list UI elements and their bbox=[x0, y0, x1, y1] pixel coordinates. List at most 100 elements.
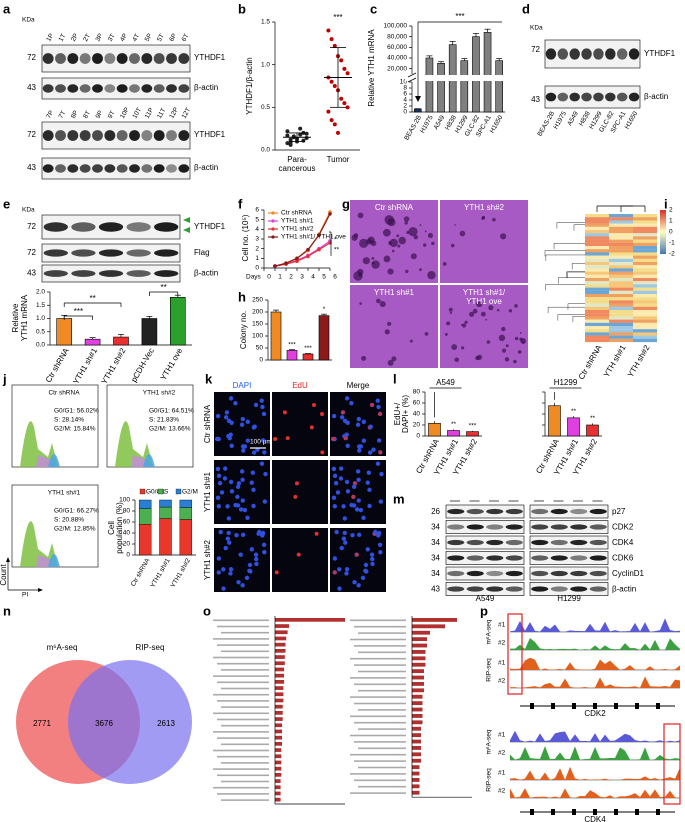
nucleus bbox=[240, 498, 245, 503]
marker: 72 bbox=[27, 222, 36, 231]
point bbox=[339, 58, 344, 63]
nucleus bbox=[361, 419, 367, 425]
blot bbox=[529, 566, 609, 581]
colony bbox=[409, 339, 413, 343]
image-label: YTH1 sh#1/ bbox=[463, 288, 506, 297]
colony bbox=[391, 249, 395, 253]
nucleus bbox=[225, 536, 231, 541]
heatmap-cell bbox=[585, 332, 609, 336]
y-label: Count bbox=[0, 564, 8, 586]
legend-label: YTH1 sh#1 bbox=[281, 218, 314, 225]
heatmap-cell bbox=[585, 287, 609, 291]
annotation: * bbox=[334, 237, 337, 244]
column-label: YTH sh#1 bbox=[602, 343, 628, 379]
band-label: β-actin bbox=[194, 83, 218, 92]
label-placeholder bbox=[213, 768, 269, 770]
bar bbox=[412, 630, 430, 635]
lane-label: 9T bbox=[107, 110, 117, 120]
cell-line-label: A549 bbox=[476, 594, 495, 603]
edu-nucleus bbox=[340, 410, 345, 415]
colony bbox=[387, 218, 396, 227]
colony bbox=[362, 257, 370, 265]
g2-peak bbox=[143, 454, 155, 467]
bar bbox=[437, 63, 445, 113]
gene-label: CDK4 bbox=[584, 815, 606, 822]
lane-label: 9P bbox=[95, 109, 105, 119]
marker: 72 bbox=[27, 248, 36, 257]
exon bbox=[656, 809, 660, 815]
label-placeholder bbox=[354, 664, 406, 666]
panel-label: o bbox=[203, 603, 211, 618]
colony bbox=[357, 212, 364, 219]
band bbox=[593, 92, 604, 102]
colony bbox=[383, 255, 391, 263]
bar bbox=[275, 642, 286, 647]
band bbox=[466, 570, 484, 577]
band bbox=[43, 270, 68, 277]
nucleus bbox=[245, 419, 251, 425]
edu-nucleus bbox=[294, 481, 299, 486]
band bbox=[466, 539, 484, 546]
blot bbox=[41, 121, 191, 150]
heatmap-cell bbox=[585, 246, 609, 250]
band bbox=[447, 586, 465, 592]
band bbox=[116, 164, 128, 173]
exon bbox=[614, 809, 618, 815]
nucleus bbox=[245, 515, 250, 521]
colony bbox=[379, 301, 386, 308]
band bbox=[67, 130, 79, 141]
heatmap-cell bbox=[633, 313, 657, 317]
bar bbox=[567, 417, 580, 437]
bar bbox=[472, 36, 480, 113]
band bbox=[616, 48, 628, 60]
point bbox=[291, 134, 296, 139]
nucleus bbox=[218, 529, 223, 535]
band bbox=[570, 508, 588, 515]
lane-label: 1T bbox=[58, 33, 68, 43]
blot bbox=[445, 551, 525, 565]
y-tick-label: 80 bbox=[413, 389, 421, 396]
y-tick-label: 0 bbox=[403, 109, 407, 116]
heatmap-cell bbox=[633, 274, 657, 279]
heatmap-cell bbox=[633, 335, 657, 339]
heatmap-cell bbox=[633, 287, 657, 291]
band-label: β-actin bbox=[612, 585, 636, 594]
nucleus bbox=[226, 530, 231, 536]
assay-label: m⁶A-seq bbox=[486, 619, 493, 644]
heatmap-cell bbox=[609, 271, 633, 275]
blot bbox=[41, 44, 191, 73]
y-label: Cell no. (10⁵) bbox=[241, 214, 250, 261]
nucleus bbox=[343, 540, 348, 545]
band bbox=[570, 524, 588, 530]
rule bbox=[407, 77, 417, 83]
legend-label: YTH1 sh#2 bbox=[281, 226, 314, 233]
bar bbox=[412, 733, 421, 738]
heatmap-cell bbox=[633, 303, 657, 307]
band bbox=[154, 249, 179, 257]
y-tick-label: 2.0 bbox=[36, 289, 45, 296]
nucleus bbox=[261, 411, 267, 417]
nucleus bbox=[378, 549, 383, 555]
heatmap-cell bbox=[633, 326, 657, 330]
band bbox=[545, 92, 557, 102]
point bbox=[342, 101, 347, 106]
replicate-label: #2 bbox=[498, 640, 506, 647]
x-tick-label: 1 bbox=[278, 274, 282, 281]
y-tick-label: 0.5 bbox=[261, 104, 270, 111]
band bbox=[466, 586, 484, 592]
heatmap-cell bbox=[633, 281, 657, 285]
blot bbox=[445, 566, 525, 581]
lane-label: 10P bbox=[119, 106, 131, 120]
gene-label: CDK2 bbox=[584, 709, 606, 718]
band bbox=[581, 92, 592, 102]
y-tick-label: 100 bbox=[119, 497, 130, 504]
nucleus bbox=[262, 450, 267, 455]
band-label: CyclinD1 bbox=[612, 569, 645, 578]
nucleus bbox=[350, 532, 355, 538]
blot bbox=[41, 77, 191, 100]
label-placeholder bbox=[354, 779, 406, 782]
band-label: Flag bbox=[194, 248, 210, 257]
label-placeholder bbox=[358, 766, 406, 769]
colony bbox=[498, 334, 506, 342]
bar bbox=[412, 694, 423, 699]
